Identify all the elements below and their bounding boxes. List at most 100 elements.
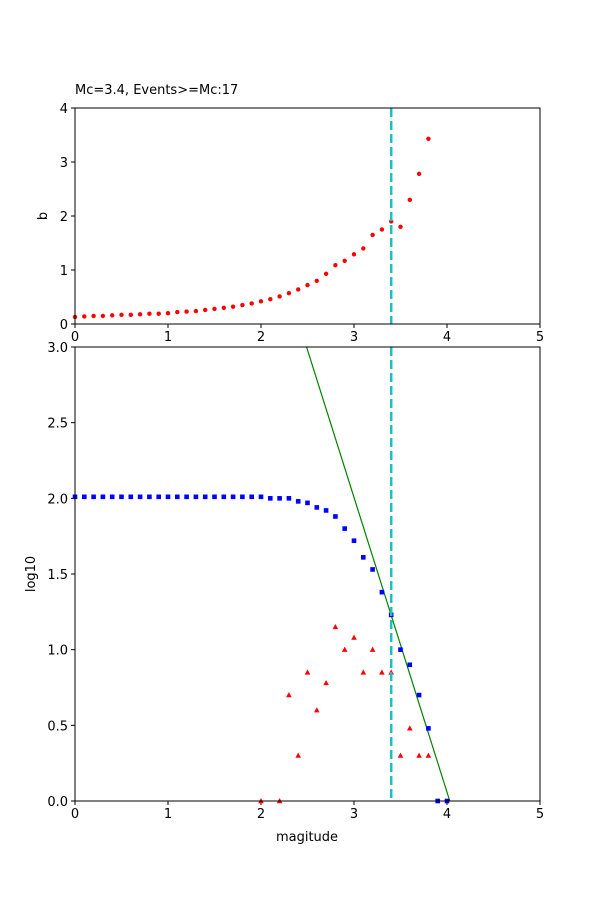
x-tick-label: 4 xyxy=(443,330,451,345)
y-tick-label: 2.5 xyxy=(47,417,68,432)
y-tick-label: 0.0 xyxy=(47,795,68,810)
fit-line xyxy=(305,346,451,802)
cumulative-count-point xyxy=(240,494,245,500)
cumulative-count-point xyxy=(398,647,403,652)
b-value-point xyxy=(110,313,115,318)
cumulative-count-point xyxy=(91,494,96,500)
cumulative-count-point xyxy=(426,726,431,731)
cumulative-count-point xyxy=(109,494,115,500)
b-value-point xyxy=(82,314,87,319)
x-tick-label: 1 xyxy=(164,330,172,345)
b-value-point xyxy=(286,291,292,296)
incremental-count-point xyxy=(416,752,422,758)
bottom-plot-frame xyxy=(74,346,541,802)
b-value-point xyxy=(91,313,96,319)
incremental-count-point xyxy=(351,634,357,640)
y-tick-label: 1 xyxy=(60,264,68,279)
b-value-point xyxy=(184,309,189,314)
cumulative-count-point xyxy=(416,692,422,698)
frequency-magnitude-plot: log10 magitude 0 1 2 3 4 5 0.0 0.5 1.0 1.5 2.0 2.5 3… xyxy=(24,341,544,845)
cumulative-count-point xyxy=(128,494,134,500)
b-value-point xyxy=(268,296,273,302)
y-tick-label: 2.0 xyxy=(47,492,68,507)
b-value-point xyxy=(203,307,208,313)
cumulative-count-point xyxy=(249,494,254,500)
cumulative-count-point xyxy=(147,494,152,500)
incremental-count-point xyxy=(397,752,404,758)
b-value-point xyxy=(147,311,152,316)
cumulative-count-point xyxy=(137,494,143,500)
bottom-y-axis-label: log10 xyxy=(24,556,39,592)
incremental-count-point xyxy=(360,669,367,675)
y-tick-label: 1.5 xyxy=(47,568,68,583)
y-tick-label: 0.5 xyxy=(47,719,68,734)
x-tick-label: 5 xyxy=(536,330,544,345)
cumulative-count-point xyxy=(221,494,227,500)
x-tick-label: 2 xyxy=(257,807,265,822)
cumulative-count-point xyxy=(277,496,282,501)
cumulative-count-point xyxy=(351,538,357,544)
x-tick-label: 2 xyxy=(257,330,265,345)
b-value-point xyxy=(193,308,199,314)
x-tick-label: 3 xyxy=(350,807,358,822)
b-value-point xyxy=(314,278,319,283)
incremental-count-point xyxy=(314,707,320,713)
bottom-x-axis-label: magitude xyxy=(276,830,338,845)
cumulative-count-point xyxy=(305,500,310,506)
x-tick-label: 1 xyxy=(164,807,172,822)
cumulative-count-point xyxy=(184,494,189,500)
b-value-point xyxy=(119,312,124,318)
top-plot-title: Mc=3.4, Events>=Mc:17 xyxy=(75,83,238,98)
y-tick-label: 2 xyxy=(60,210,68,225)
b-value-point xyxy=(230,304,236,309)
y-tick-label: 4 xyxy=(60,102,68,117)
top-plot-marks xyxy=(72,108,431,324)
b-value-point xyxy=(212,306,217,312)
cumulative-count-point xyxy=(165,494,171,500)
b-value-point xyxy=(165,311,171,316)
cumulative-count-point xyxy=(379,589,385,595)
top-plot-frame xyxy=(74,107,541,325)
y-tick-label: 3.0 xyxy=(47,341,68,356)
cumulative-count-point xyxy=(258,494,264,500)
b-value-point xyxy=(277,294,282,299)
cumulative-count-point xyxy=(361,555,366,560)
b-value-point xyxy=(305,282,310,288)
b-value-point xyxy=(351,252,357,257)
cumulative-count-point xyxy=(268,496,273,501)
b-value-point xyxy=(240,302,245,308)
b-value-plot: Mc=3.4, Events>=Mc:17 b 0 1 2 3 4 5 0 1 2 3 4 xyxy=(36,83,544,345)
b-value-point xyxy=(370,232,375,238)
b-value-point xyxy=(361,246,366,251)
cumulative-count-point xyxy=(314,505,320,510)
b-value-point xyxy=(156,311,161,316)
b-value-point xyxy=(100,313,106,319)
cumulative-count-point xyxy=(82,494,87,500)
y-tick-label: 1.0 xyxy=(47,644,68,659)
cumulative-count-point xyxy=(193,494,199,500)
incremental-count-point xyxy=(295,752,301,758)
b-value-point xyxy=(128,312,133,318)
bottom-axis-ticks: 0 1 2 3 4 5 0.0 0.5 1.0 1.5 2.0 2.5 3.0 xyxy=(47,341,544,822)
cumulative-count-point xyxy=(175,494,180,500)
x-tick-label: 3 xyxy=(350,330,358,345)
b-value-point xyxy=(398,224,403,229)
b-value-point xyxy=(258,299,264,304)
cumulative-count-point xyxy=(407,662,413,668)
b-value-point xyxy=(426,136,431,141)
incremental-count-point xyxy=(425,752,432,758)
bottom-plot-marks xyxy=(72,346,451,804)
cumulative-count-point xyxy=(295,499,301,504)
b-value-point xyxy=(296,287,301,292)
cumulative-count-point xyxy=(119,494,124,500)
cumulative-count-point xyxy=(100,494,106,500)
cumulative-count-point xyxy=(212,494,217,500)
b-value-point xyxy=(175,309,180,315)
cumulative-count-point xyxy=(370,567,375,572)
incremental-count-point xyxy=(388,669,394,675)
b-value-point xyxy=(323,271,329,276)
incremental-count-point xyxy=(304,669,311,675)
top-y-axis-label: b xyxy=(36,212,51,220)
b-value-point xyxy=(379,227,385,232)
